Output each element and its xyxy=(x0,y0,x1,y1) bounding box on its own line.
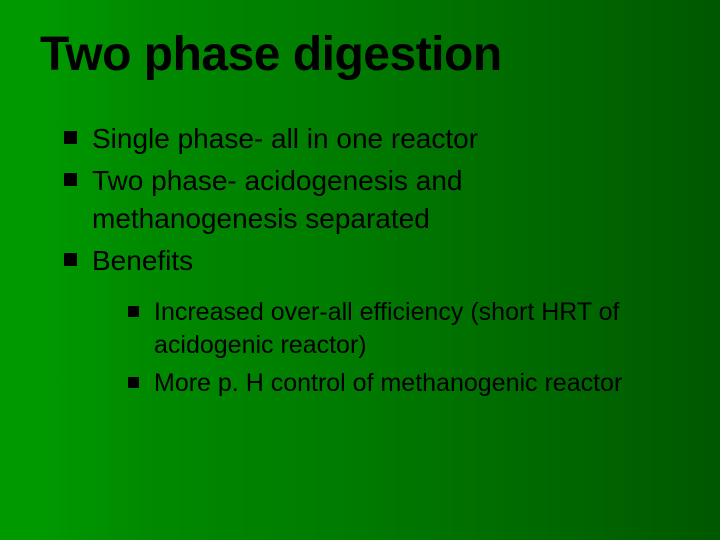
list-item-text: Benefits xyxy=(92,245,193,276)
list-item: Single phase- all in one reactor xyxy=(64,120,670,158)
square-bullet-icon xyxy=(64,253,77,266)
bullet-list: Single phase- all in one reactor Two pha… xyxy=(40,120,670,400)
square-bullet-icon xyxy=(128,377,139,388)
sub-bullet-list: Increased over-all efficiency (short HRT… xyxy=(92,296,670,401)
sub-list-item: More p. H control of methanogenic reacto… xyxy=(128,367,670,401)
sub-list-item-text: More p. H control of methanogenic reacto… xyxy=(154,369,622,397)
sub-list-item-text: Increased over-all efficiency (short HRT… xyxy=(154,298,619,360)
list-item-text: Two phase- acidogenesis and methanogenes… xyxy=(92,165,462,234)
sub-list-item: Increased over-all efficiency (short HRT… xyxy=(128,296,670,364)
square-bullet-icon xyxy=(64,173,77,186)
square-bullet-icon xyxy=(128,306,139,317)
list-item-text: Single phase- all in one reactor xyxy=(92,123,478,154)
list-item: Two phase- acidogenesis and methanogenes… xyxy=(64,162,670,238)
list-item: Benefits Increased over-all efficiency (… xyxy=(64,242,670,401)
slide: Two phase digestion Single phase- all in… xyxy=(0,0,720,540)
square-bullet-icon xyxy=(64,131,77,144)
slide-title: Two phase digestion xyxy=(40,30,670,80)
